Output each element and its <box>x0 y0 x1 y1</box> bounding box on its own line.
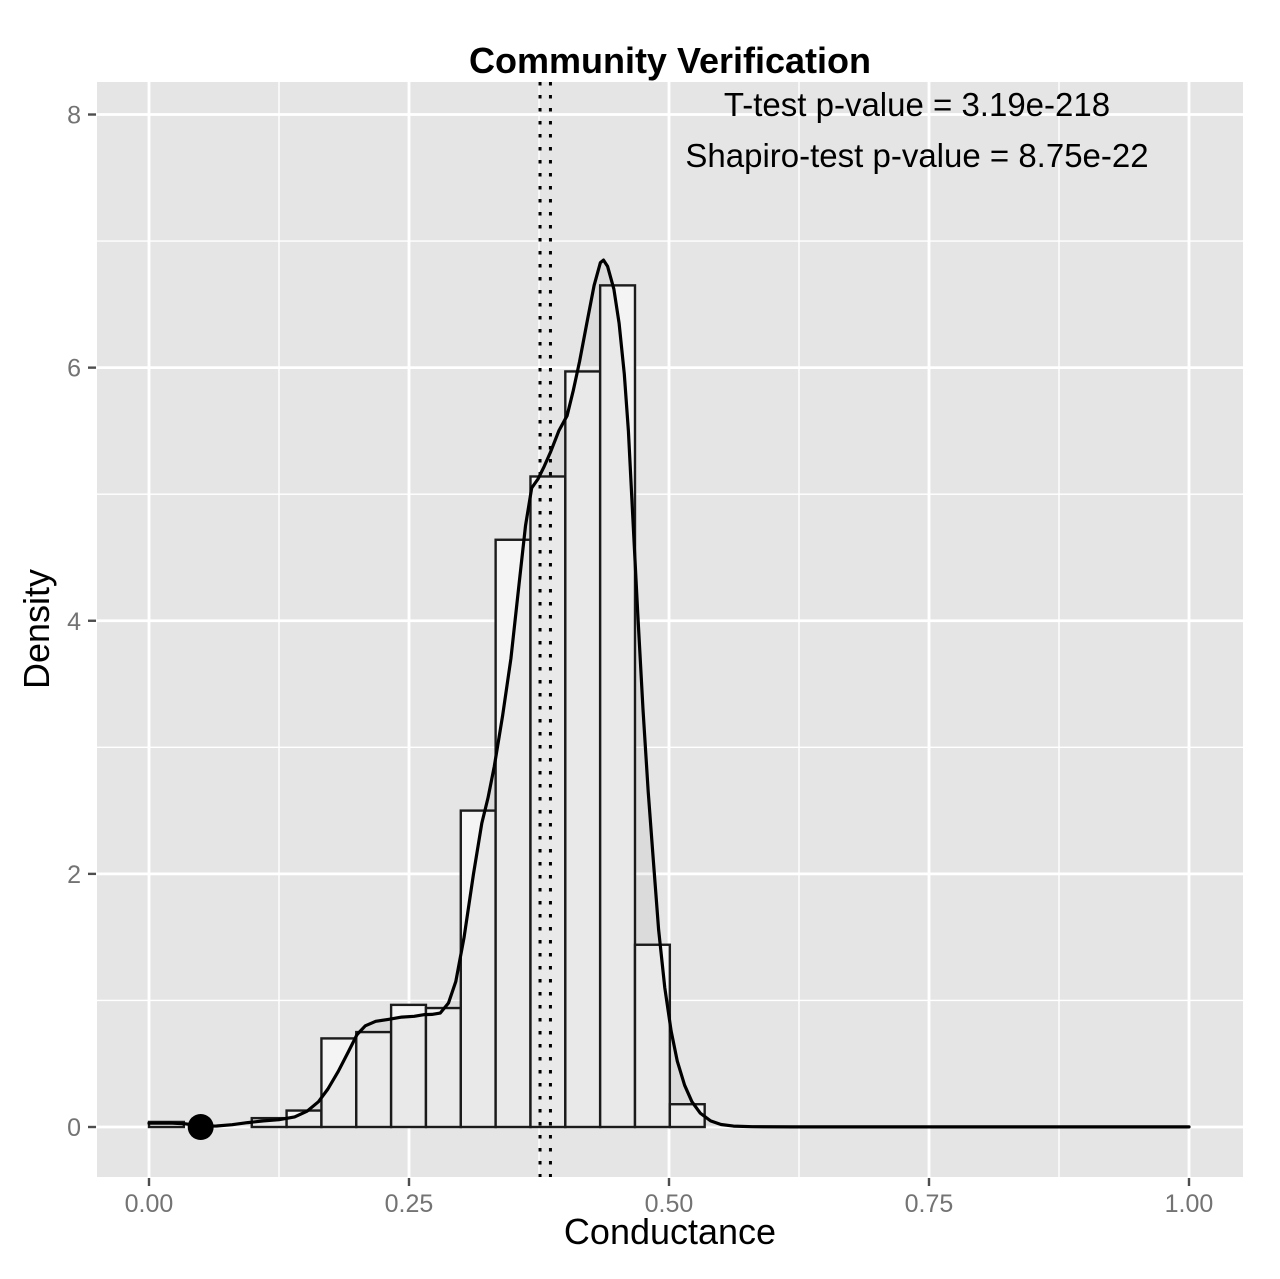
histogram-bar <box>494 538 532 1129</box>
x-tick-label: 0.00 <box>125 1190 174 1218</box>
x-tick-label: 0.50 <box>645 1190 694 1218</box>
x-tick-label: 0.25 <box>385 1190 434 1218</box>
y-axis-title: Density <box>16 568 57 690</box>
x-tick-label: 1.00 <box>1165 1190 1214 1218</box>
y-tick-label: 0 <box>67 1114 81 1142</box>
chart-title: Community Verification <box>468 40 872 81</box>
histogram-bar <box>355 1030 393 1129</box>
histogram-bar <box>389 1003 428 1129</box>
ttest-annotation: T-test p-value = 3.19e-218 <box>723 86 1111 123</box>
x-axis-title: Conductance <box>563 1211 777 1252</box>
observed-point <box>187 1114 214 1140</box>
y-tick-label: 4 <box>67 608 81 636</box>
histogram-bar <box>459 809 497 1129</box>
histogram-bar <box>320 1037 358 1129</box>
histogram-bar <box>529 475 567 1129</box>
y-tick-label: 2 <box>67 861 81 889</box>
y-tick-label: 8 <box>67 102 81 130</box>
histogram-bar <box>424 1006 462 1129</box>
x-tick-label: 0.75 <box>905 1190 954 1218</box>
shapiro-annotation: Shapiro-test p-value = 8.75e-22 <box>685 137 1149 174</box>
density-curve <box>147 258 1191 1129</box>
y-tick-label: 6 <box>67 355 81 383</box>
